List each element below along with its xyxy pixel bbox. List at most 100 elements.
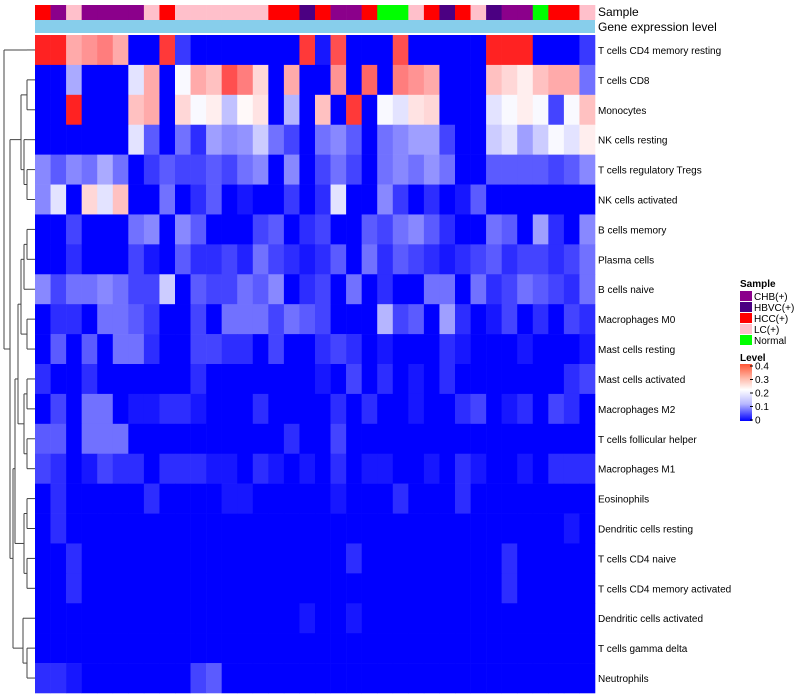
sample-legend-label: HCC(+) [754,314,788,325]
heatmap-cell [315,483,331,514]
sample-legend: Sample CHB(+)HBVC(+)HCC(+)LC(+)Normal [740,279,794,347]
heatmap-cell [112,184,129,215]
heatmap-cell [392,603,409,634]
heatmap-cell [252,154,269,185]
heatmap-cell [237,603,254,634]
heatmap-cell [532,274,549,305]
heatmap-cell [97,663,114,694]
heatmap-cell [81,304,98,335]
heatmap-cell [315,35,331,66]
heatmap-cell [563,423,580,455]
heatmap-cell [439,543,456,574]
heatmap-cell [315,64,331,96]
heatmap-cell [97,35,114,66]
heatmap-cell [268,244,285,275]
heatmap-cell [361,543,378,574]
heatmap-cell [237,244,254,275]
heatmap-cell [159,304,176,335]
heatmap-cell [66,543,82,574]
heatmap-cell [50,393,67,425]
heatmap-cell [330,124,347,155]
heatmap-cell [268,453,285,484]
heatmap-cell [283,483,300,514]
heatmap-cell [377,543,394,574]
heatmap-cell [517,364,534,395]
heatmap-cell [563,274,580,305]
heatmap-cell [283,633,300,664]
heatmap-cell [548,184,565,215]
heatmap-cell [408,334,425,365]
heatmap-cell [252,304,269,335]
heatmap-cell [299,423,316,455]
heatmap-cell [408,573,425,604]
heatmap-cell [517,573,534,604]
heatmap-cell [377,603,394,634]
heatmap-cell [408,663,425,694]
heatmap-cell [439,94,456,126]
heatmap-cell [361,64,378,96]
heatmap-cell [377,214,394,245]
heatmap-cell [143,453,160,484]
heatmap-cell [299,274,316,305]
heatmap-cell [268,64,285,96]
row-label: T cells gamma delta [598,644,688,655]
heatmap-cell [501,423,518,455]
heatmap-cell [579,124,596,155]
heatmap-cell [66,393,82,425]
heatmap-cell [128,393,145,425]
row-label: NK cells activated [598,196,677,207]
heatmap-cell [66,334,82,365]
heatmap-cell [346,274,362,305]
heatmap-cell [377,64,394,96]
heatmap-cell [532,573,549,604]
heatmap-cell [548,64,565,96]
heatmap-cell [501,184,518,215]
heatmap-cell [532,334,549,365]
heatmap-cell [486,633,502,664]
sample-annotation-cell [548,5,565,20]
heatmap-cell [159,483,176,514]
heatmap-cell [143,573,160,604]
heatmap-cell [486,364,502,395]
heatmap-cell [112,94,129,126]
heatmap-cell [470,334,487,365]
heatmap-cell [112,35,129,66]
heatmap-cell [315,573,331,604]
heatmap-cell [66,274,82,305]
heatmap-cell [112,214,129,245]
heatmap-cell [252,334,269,365]
heatmap-cell [66,663,82,694]
heatmap-cell [423,274,440,305]
heatmap-cell [268,423,285,455]
heatmap-cell [392,423,409,455]
heatmap-cell [532,603,549,634]
heatmap-cell [408,513,425,544]
heatmap-cell [423,35,440,66]
heatmap-cell [35,633,51,664]
heatmap-cell [97,543,114,574]
heatmap-cell [486,214,502,245]
heatmap-cell [439,663,456,694]
heatmap-cell [361,633,378,664]
heatmap-cell [206,364,222,395]
heatmap-cell [283,513,300,544]
heatmap-cell [97,64,114,96]
heatmap-cell [548,513,565,544]
heatmap-cell [143,364,160,395]
heatmap-cell [128,573,145,604]
heatmap-cell [97,513,114,544]
heatmap-cell [268,513,285,544]
heatmap-cell [517,513,534,544]
heatmap-cell [579,35,596,66]
heatmap-cell [455,274,471,305]
heatmap-cell [299,214,316,245]
heatmap-cell [221,154,238,185]
heatmap-cell [486,513,502,544]
heatmap-cell [221,633,238,664]
heatmap-cell [563,513,580,544]
sample-annotation-cell [66,5,82,20]
sample-annotation-cell [175,5,191,20]
heatmap-cell [470,513,487,544]
track-label-gene-expression: Gene expression level [598,20,717,34]
heatmap-cell [563,393,580,425]
